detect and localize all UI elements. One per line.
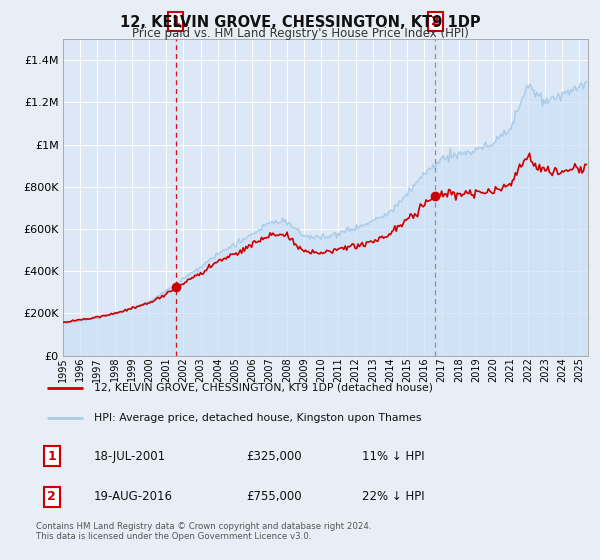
Text: 2: 2 xyxy=(47,491,56,503)
Text: 1: 1 xyxy=(47,450,56,463)
Text: Price paid vs. HM Land Registry's House Price Index (HPI): Price paid vs. HM Land Registry's House … xyxy=(131,27,469,40)
Text: This data is licensed under the Open Government Licence v3.0.: This data is licensed under the Open Gov… xyxy=(36,532,311,541)
Text: 12, KELVIN GROVE, CHESSINGTON, KT9 1DP: 12, KELVIN GROVE, CHESSINGTON, KT9 1DP xyxy=(119,15,481,30)
Text: £755,000: £755,000 xyxy=(246,491,302,503)
Text: 18-JUL-2001: 18-JUL-2001 xyxy=(94,450,166,463)
Text: HPI: Average price, detached house, Kingston upon Thames: HPI: Average price, detached house, King… xyxy=(94,413,421,423)
Text: 2: 2 xyxy=(431,15,440,28)
Text: £325,000: £325,000 xyxy=(246,450,302,463)
Text: 1: 1 xyxy=(171,15,180,28)
Text: 19-AUG-2016: 19-AUG-2016 xyxy=(94,491,173,503)
Text: 12, KELVIN GROVE, CHESSINGTON, KT9 1DP (detached house): 12, KELVIN GROVE, CHESSINGTON, KT9 1DP (… xyxy=(94,382,433,393)
Text: Contains HM Land Registry data © Crown copyright and database right 2024.: Contains HM Land Registry data © Crown c… xyxy=(36,522,371,531)
Text: 22% ↓ HPI: 22% ↓ HPI xyxy=(361,491,424,503)
Text: 11% ↓ HPI: 11% ↓ HPI xyxy=(361,450,424,463)
